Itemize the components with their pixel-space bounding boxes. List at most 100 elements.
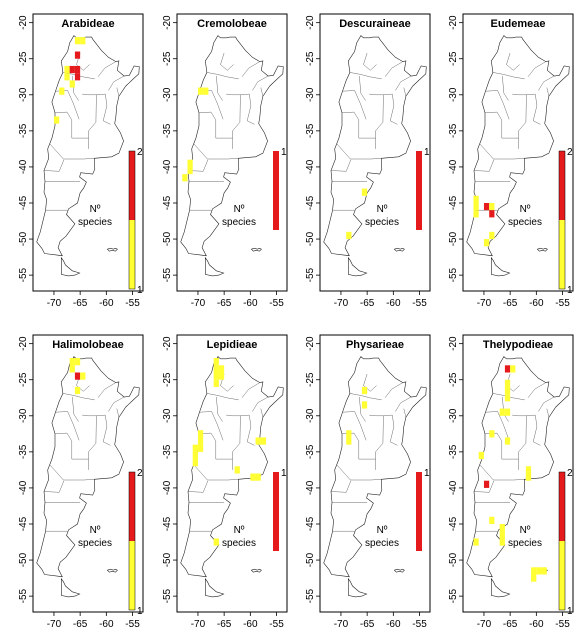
legend-bar-frame xyxy=(558,471,566,611)
y-tick-label: -20 xyxy=(18,336,29,351)
map-panel-arabideae[interactable]: Arabideae 2 1 Nº species -70 -65 -60 -55 -20 -25 -3… xyxy=(18,13,144,309)
species-cell xyxy=(69,358,75,366)
species-cell xyxy=(510,365,516,373)
species-cell xyxy=(504,365,511,373)
legend-bar-one xyxy=(129,541,135,610)
x-tick-label: -60 xyxy=(99,619,114,630)
panel-title: Cremolobeae xyxy=(197,18,267,30)
panel-frame xyxy=(32,334,144,613)
province-border xyxy=(206,393,239,401)
species-count-legend: 2 1 Nº species xyxy=(78,147,143,296)
species-cell xyxy=(53,116,60,124)
legend-title-species: species xyxy=(508,538,542,549)
province-border xyxy=(369,93,393,96)
province-border xyxy=(518,415,527,470)
province-border xyxy=(72,396,79,422)
province-border xyxy=(102,415,111,446)
map-panel-descuraineae[interactable]: Descuraineae 1 Nº species -70 -65 -60 -55 -20 -25… xyxy=(305,13,431,309)
y-tick-label: -35 xyxy=(448,444,459,459)
tierra-del-fuego-outline xyxy=(60,256,81,277)
legend-bar-one xyxy=(559,220,565,289)
species-cell xyxy=(499,408,505,416)
species-count-legend: 1 Nº species xyxy=(222,147,287,230)
y-tick-label: -30 xyxy=(305,87,316,102)
province-border xyxy=(330,159,352,172)
species-cell xyxy=(80,37,86,45)
y-axis: -20 -25 -30 -35 -40 -45 -50 -55 xyxy=(162,15,178,282)
x-tick-label: -65 xyxy=(503,298,518,309)
y-tick-label: -20 xyxy=(162,15,173,30)
province-border xyxy=(485,90,510,120)
map-panel-physarieae[interactable]: Physarieae 1 Nº species -70 -65 -60 -55 -20 -25 -3… xyxy=(305,334,431,630)
x-tick-label: -65 xyxy=(217,619,232,630)
y-tick-label: -45 xyxy=(305,195,316,210)
x-axis: -70 -65 -60 -55 xyxy=(191,611,284,630)
province-border xyxy=(336,464,382,481)
species-cell xyxy=(531,574,537,582)
province-border xyxy=(216,75,223,101)
y-tick-label: -35 xyxy=(18,123,29,138)
province-border xyxy=(82,414,106,416)
legend-bar-one xyxy=(559,541,565,610)
species-count-legend: 2 1 Nº species xyxy=(508,468,573,617)
country-outline xyxy=(466,35,570,277)
species-count-legend: 2 1 Nº species xyxy=(508,147,573,296)
province-border xyxy=(473,480,495,493)
x-tick-label: -55 xyxy=(412,619,427,630)
species-cell xyxy=(64,73,70,81)
species-cell xyxy=(64,65,70,74)
y-tick-label: -40 xyxy=(305,480,316,495)
province-border xyxy=(395,75,412,91)
province-border xyxy=(384,61,403,77)
y-tick-label: -40 xyxy=(18,480,29,495)
malvinas-islands xyxy=(250,247,262,252)
province-border xyxy=(375,415,384,470)
species-cell xyxy=(213,372,219,380)
province-border xyxy=(341,111,376,139)
x-tick-label: -65 xyxy=(73,298,88,309)
country-outline xyxy=(36,356,140,598)
species-cell xyxy=(80,372,86,380)
province-border xyxy=(88,415,97,470)
legend-max-label: 1 xyxy=(424,468,430,479)
x-axis: -70 -65 -60 -55 xyxy=(334,290,427,309)
y-tick-label: -25 xyxy=(18,372,29,387)
x-tick-label: -55 xyxy=(412,298,427,309)
panel-frame xyxy=(319,334,431,613)
legend-min-label: 1 xyxy=(137,285,143,296)
province-border xyxy=(506,52,520,71)
species-cell xyxy=(499,523,505,532)
province-border xyxy=(246,94,255,125)
legend-bar-two xyxy=(129,472,135,541)
map-panel-eudemeae[interactable]: Eudemeae 2 1 Nº species -70 -65 -60 -55 -20 -25 -30… xyxy=(448,13,574,309)
species-cell xyxy=(74,37,81,45)
province-border xyxy=(116,408,120,418)
y-tick-label: -30 xyxy=(162,408,173,423)
species-cell xyxy=(213,365,219,373)
province-border xyxy=(349,72,382,80)
y-tick-label: -50 xyxy=(18,552,29,567)
species-cell xyxy=(250,473,256,481)
map-panel-lepidieae[interactable]: Lepidieae 1 Nº species -70 -65 -60 -55 -20 -25 -30… xyxy=(162,334,288,630)
y-tick-label: -30 xyxy=(305,408,316,423)
x-tick-label: -70 xyxy=(191,619,206,630)
province-border xyxy=(359,396,366,422)
province-border xyxy=(54,432,89,460)
province-border xyxy=(546,408,550,418)
province-border xyxy=(403,87,407,97)
x-tick-label: -70 xyxy=(334,619,349,630)
species-cell xyxy=(213,538,219,546)
species-cell xyxy=(346,231,352,240)
species-cell xyxy=(213,379,219,387)
province-border xyxy=(187,480,209,493)
province-border xyxy=(359,75,366,101)
y-tick-label: -45 xyxy=(162,195,173,210)
species-count-legend: 2 1 Nº species xyxy=(78,468,143,617)
legend-bar-two xyxy=(129,151,135,220)
province-border xyxy=(193,143,239,160)
species-cell xyxy=(478,451,484,460)
legend-title-species: species xyxy=(78,538,112,549)
